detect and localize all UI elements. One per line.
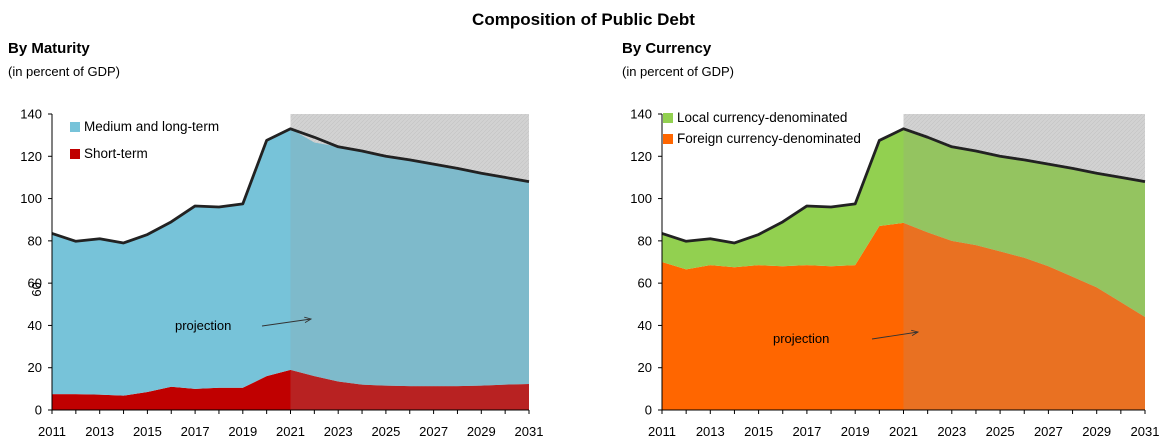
area-foreign-currency-denominated	[662, 222, 1145, 410]
x-tick-label: 2019	[841, 424, 870, 439]
legend-label: Medium and long-term	[84, 119, 219, 134]
projection-arrow	[261, 318, 312, 327]
area-short-term	[52, 369, 529, 410]
y-tick-label: 100	[20, 191, 42, 206]
y-tick-label: 60	[28, 276, 42, 291]
y-tick-label: 140	[20, 107, 42, 122]
legend-swatch	[70, 149, 80, 159]
y-tick-label: 20	[28, 360, 42, 375]
x-tick-label: 2031	[1131, 424, 1160, 439]
projection-annotation: projection	[773, 331, 829, 346]
y-tick-label: 20	[638, 360, 652, 375]
y-tick-label: 120	[20, 149, 42, 164]
x-tick-label: 2021	[276, 424, 305, 439]
main-title: Composition of Public Debt	[472, 10, 695, 29]
x-tick-label: 2023	[324, 424, 353, 439]
x-tick-label: 2021	[889, 424, 918, 439]
x-tick-label: 2015	[133, 424, 162, 439]
panel-subtitle-currency: (in percent of GDP)	[622, 64, 734, 79]
y-tick-label: 0	[35, 403, 42, 418]
panel-title-currency: By Currency	[622, 40, 712, 57]
total-debt-line	[51, 127, 530, 245]
area-medium-and-long-term	[52, 128, 529, 396]
y-tick-label: 60	[638, 276, 652, 291]
y-tick-label: 140	[630, 107, 652, 122]
x-tick-label: 2013	[85, 424, 114, 439]
total-debt-line	[661, 127, 1146, 245]
y-tick-label: 40	[638, 318, 652, 333]
legend-swatch	[663, 134, 673, 144]
y-axis-stray-label: 60	[29, 282, 44, 296]
area-local-currency-denominated	[662, 128, 1145, 317]
projection-arrowhead	[304, 316, 313, 323]
chart-0: 0 20 40 60 80 100 120 140 2011 2013 2015 2017 2019 20…	[20, 107, 543, 440]
x-tick-label: 2025	[371, 424, 400, 439]
x-tick-label: 2031	[515, 424, 544, 439]
x-tick-label: 2017	[181, 424, 210, 439]
x-tick-label: 2011	[38, 424, 66, 439]
x-tick-label: 2029	[1082, 424, 1111, 439]
projection-overlay	[903, 114, 1145, 410]
y-tick-label: 0	[645, 403, 652, 418]
projection-arrow	[871, 331, 919, 340]
x-tick-label: 2029	[467, 424, 496, 439]
legend-swatch	[70, 122, 80, 132]
y-tick-label: 80	[28, 233, 42, 248]
x-tick-label: 2011	[648, 424, 676, 439]
projection-arrowhead	[911, 329, 920, 337]
legend-swatch	[663, 113, 673, 123]
x-tick-label: 2027	[419, 424, 448, 439]
x-tick-label: 2027	[1034, 424, 1063, 439]
x-tick-label: 2015	[744, 424, 773, 439]
x-tick-label: 2023	[937, 424, 966, 439]
chart-1: 0 20 40 60 80 100 120 140 2011 2013 2015 2017 2019 20…	[630, 107, 1159, 440]
legend-label: Foreign currency-denominated	[677, 131, 861, 146]
x-tick-label: 2013	[696, 424, 725, 439]
y-tick-label: 100	[630, 191, 652, 206]
x-tick-label: 2019	[228, 424, 257, 439]
panel-title-maturity: By Maturity	[8, 40, 90, 57]
legend-label: Local currency-denominated	[677, 110, 847, 125]
x-tick-label: 2025	[986, 424, 1015, 439]
legend-label: Short-term	[84, 146, 148, 161]
projection-annotation: projection	[175, 318, 231, 333]
y-tick-label: 80	[638, 233, 652, 248]
panel-subtitle-maturity: (in percent of GDP)	[8, 64, 120, 79]
x-tick-label: 2017	[792, 424, 821, 439]
y-tick-label: 120	[630, 149, 652, 164]
y-tick-label: 40	[28, 318, 42, 333]
projection-overlay	[290, 114, 529, 410]
